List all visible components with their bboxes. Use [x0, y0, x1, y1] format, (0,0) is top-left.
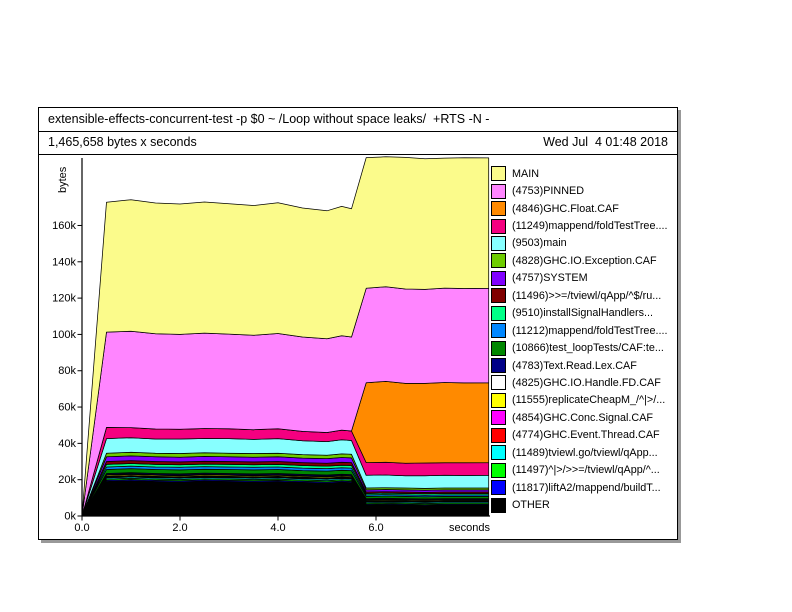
legend-item-s9503: (9503)main: [491, 235, 667, 252]
heap-profile-chart: 0k 20k 40k 60k 80k 100k 120k 140k 160k 0.0 2.0 4.0 6…: [52, 156, 490, 534]
legend-swatch-s4828: [491, 253, 506, 269]
legend-item-s4846: (4846)GHC.Float.CAF: [491, 200, 667, 217]
legend-label: (4854)GHC.Conc.Signal.CAF: [512, 411, 654, 424]
legend-item-s11249: (11249)mappend/foldTestTree....: [491, 217, 667, 234]
legend-item-s11489: (11489)tviewl.go/tviewl/qApp...: [491, 444, 667, 461]
y-tick-label: 160k: [52, 220, 76, 232]
legend-swatch-s4774: [491, 427, 506, 443]
legend-swatch-s11489: [491, 445, 506, 461]
area-main: [81, 156, 490, 517]
legend-label: (9510)installSignalHandlers...: [512, 307, 654, 320]
y-tick-label: 100k: [52, 329, 76, 341]
legend-item-s11555: (11555)replicateCheapM_/^|>/...: [491, 392, 667, 409]
legend-label: (4757)SYSTEM: [512, 272, 588, 285]
legend-item-pinned: (4753)PINNED: [491, 182, 667, 199]
x-axis-label: seconds: [449, 522, 490, 534]
legend-label: (11489)tviewl.go/tviewl/qApp...: [512, 446, 658, 459]
legend-label: (4753)PINNED: [512, 185, 585, 198]
x-tick-label: 4.0: [270, 522, 285, 534]
legend-swatch-s11496: [491, 288, 506, 304]
y-tick-label: 120k: [52, 293, 76, 305]
legend-label: (11497)^|>/>>=/tviewl/qApp/^...: [512, 464, 660, 477]
legend-label: (4774)GHC.Event.Thread.CAF: [512, 429, 660, 442]
legend-item-s4757: (4757)SYSTEM: [491, 270, 667, 287]
axes: [81, 158, 490, 517]
legend-swatch-s11212: [491, 323, 506, 339]
x-tick-label: 6.0: [368, 522, 383, 534]
legend-label: (9503)main: [512, 237, 567, 250]
legend-item-s9510: (9510)installSignalHandlers...: [491, 305, 667, 322]
legend-swatch-s4846: [491, 201, 506, 217]
legend-label: MAIN: [512, 167, 539, 180]
legend-swatch-other: [491, 497, 506, 513]
bytes-seconds-total: 1,465,658 bytes x seconds: [48, 135, 197, 149]
legend-item-s4828: (4828)GHC.IO.Exception.CAF: [491, 252, 667, 269]
legend-swatch-s4757: [491, 270, 506, 286]
y-tick-label: 0k: [64, 511, 76, 523]
legend-swatch-s9503: [491, 235, 506, 251]
x-tick-label: 2.0: [172, 522, 187, 534]
x-tick-label: 0.0: [74, 522, 89, 534]
legend-swatch-s11497: [491, 462, 506, 478]
y-axis-label: bytes: [57, 166, 69, 193]
legend-item-other: OTHER: [491, 496, 667, 513]
legend-label: OTHER: [512, 499, 550, 512]
legend-label: (10866)test_loopTests/CAF:te...: [512, 342, 664, 355]
legend-item-s11212: (11212)mappend/foldTestTree....: [491, 322, 667, 339]
legend-label: (11212)mappend/foldTestTree....: [512, 324, 668, 337]
legend-item-main: MAIN: [491, 165, 667, 182]
legend-swatch-s11817: [491, 480, 506, 496]
legend-label: (4825)GHC.IO.Handle.FD.CAF: [512, 376, 661, 389]
legend-item-s4854: (4854)GHC.Conc.Signal.CAF: [491, 409, 667, 426]
legend-swatch-main: [491, 166, 506, 182]
y-tick-label: 60k: [58, 402, 76, 414]
legend-swatch-s10866: [491, 340, 506, 356]
legend-swatch-s11249: [491, 218, 506, 234]
profile-date: Wed Jul 4 01:48 2018: [543, 135, 668, 149]
legend-item-s4774: (4774)GHC.Event.Thread.CAF: [491, 427, 667, 444]
legend: MAIN (4753)PINNED (4846)GHC.Float.CAF (1124…: [491, 165, 667, 514]
legend-swatch-s11555: [491, 392, 506, 408]
y-tick-label: 20k: [58, 474, 76, 486]
legend-label: (11496)>>=/tviewl/qApp/^$/ru...: [512, 289, 662, 302]
y-tick-label: 40k: [58, 438, 76, 450]
legend-item-s11497: (11497)^|>/>>=/tviewl/qApp/^...: [491, 461, 667, 478]
legend-item-s11496: (11496)>>=/tviewl/qApp/^$/ru...: [491, 287, 667, 304]
legend-item-s11817: (11817)liftA2/mappend/buildT...: [491, 479, 667, 496]
legend-item-s4783: (4783)Text.Read.Lex.CAF: [491, 357, 667, 374]
legend-swatch-s4854: [491, 410, 506, 426]
legend-swatch-s9510: [491, 305, 506, 321]
legend-label: (11817)liftA2/mappend/buildT...: [512, 481, 661, 494]
profile-subtitle-row: 1,465,658 bytes x seconds Wed Jul 4 01:4…: [39, 132, 677, 155]
legend-label: (11249)mappend/foldTestTree....: [512, 220, 668, 233]
legend-swatch-s4783: [491, 358, 506, 374]
legend-label: (4828)GHC.IO.Exception.CAF: [512, 254, 657, 267]
legend-item-s4825: (4825)GHC.IO.Handle.FD.CAF: [491, 374, 667, 391]
legend-label: (4783)Text.Read.Lex.CAF: [512, 359, 637, 372]
legend-item-s10866: (10866)test_loopTests/CAF:te...: [491, 339, 667, 356]
legend-label: (11555)replicateCheapM_/^|>/...: [512, 394, 666, 407]
y-tick-label: 80k: [58, 365, 76, 377]
y-tick-label: 140k: [52, 256, 76, 268]
profile-title: extensible-effects-concurrent-test -p $0…: [39, 108, 677, 132]
legend-label: (4846)GHC.Float.CAF: [512, 202, 619, 215]
legend-swatch-pinned: [491, 183, 506, 199]
heap-profile-figure: extensible-effects-concurrent-test -p $0…: [38, 107, 678, 540]
legend-swatch-s4825: [491, 375, 506, 391]
